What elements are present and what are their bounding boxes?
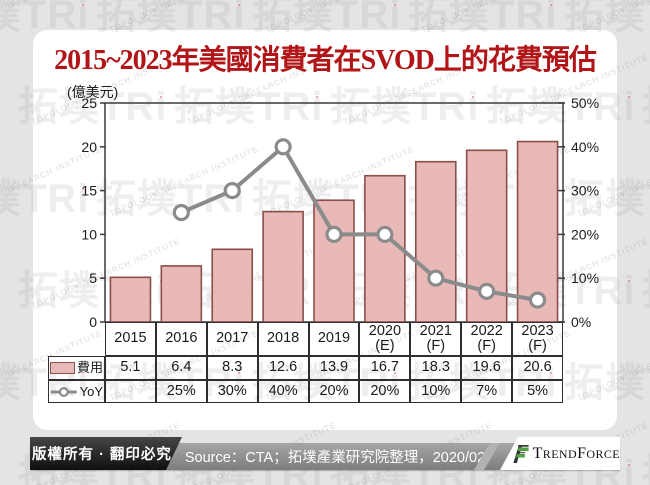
left-axis-unit-label: (億美元) [67,84,119,100]
bar-0 [109,276,152,323]
svg-text:0: 0 [89,314,97,330]
yoy-marker [478,282,496,300]
yoy-value-cell: 10% [410,380,462,403]
chart-content: 2015~2023年美國消費者在SVOD上的花費預估 (億美元) 0 5 10 15 2… [33,30,617,430]
svg-text:5: 5 [89,270,97,286]
cost-value-cell: 19.6 [461,356,513,380]
bar-5 [364,174,406,323]
svg-text:25: 25 [81,95,97,111]
year-cell: 2016 [155,322,207,356]
year-cell: 2019 [308,322,360,356]
yoy-marker [325,225,343,243]
legend-yoy: YoY [48,380,105,403]
bar-3 [262,210,304,323]
year-cell: 2022 (F) [461,322,513,356]
year-cell: 2015 [105,322,156,356]
cost-value-cell: 18.3 [410,356,462,380]
year-cell: 2018 [257,322,309,356]
cost-value-cell: 16.7 [359,356,411,380]
copyright-text: 版權所有 · 翻印必究 [32,447,172,463]
svg-text:30%: 30% [571,183,599,199]
year-cell: 2017 [206,322,258,356]
year-cell: 2020 (E) [359,322,411,356]
yoy-value-cell: 30% [206,380,258,403]
cost-value-cell: 13.9 [308,356,360,380]
source-text: Source：CTA；拓墣產業研究院整理，2020/02 [184,450,486,466]
cost-value-cell: 20.6 [512,356,563,380]
year-cell: 2023 (F) [512,322,563,356]
table-corner-spacer [48,322,105,356]
yoy-value-cell [105,380,156,403]
yoy-value-cell: 40% [257,380,309,403]
yoy-value-cell: 20% [359,380,411,403]
bar-4 [313,199,355,323]
bar-2 [211,248,254,323]
cost-value-cell: 8.3 [206,356,258,380]
yoy-marker [223,181,241,200]
svg-text:20%: 20% [571,226,599,242]
yoy-legend-marker [50,386,77,397]
svg-text:15: 15 [81,183,97,199]
yoy-marker [427,269,445,287]
trendforce-logo-text: TRENDFORCE [532,444,620,462]
cost-value-cell: 6.4 [155,356,207,380]
bar-6 [414,160,457,323]
legend-cost: 費用 [48,356,105,380]
svg-text:0%: 0% [571,314,591,330]
yoy-marker [376,225,394,243]
svg-text:10: 10 [81,226,97,242]
cost-value-cell: 12.6 [257,356,309,380]
cost-legend-swatch [50,362,75,374]
yoy-marker [528,291,547,309]
yoy-marker [172,203,190,222]
year-cell: 2021 (F) [410,322,462,356]
bar-1 [160,265,203,323]
cost-value-cell: 5.1 [105,356,156,380]
chart-data-table: 2015 2016 2017 2018 2019 2020 (E) 2021 (F) 2022 (F… [48,322,563,403]
yoy-value-cell: 20% [308,380,360,403]
svg-text:40%: 40% [571,139,599,155]
trendforce-logo-icon [513,444,529,463]
watermark-tile: 拓墣TRi▪TOPOLOGY RESEARCH INSTITUTE [642,442,650,485]
combo-chart-plot: 0 5 10 15 20 25 0% 10% 20% 30% 40% 50% [81,95,599,330]
yoy-value-cell: 25% [155,380,207,403]
yoy-value-cell: 5% [512,380,563,403]
svg-text:10%: 10% [571,270,599,286]
copyright-badge: 版權所有 · 翻印必究 [30,437,182,470]
trendforce-logo: TRENDFORCE [500,437,620,470]
watermark-tile: 拓墣TRi▪TOPOLOGY RESEARCH INSTITUTE [642,74,650,132]
svg-text:50%: 50% [571,95,599,111]
yoy-value-cell: 7% [461,380,513,403]
page-title: 2015~2023年美國消費者在SVOD上的花費預估 [54,45,597,76]
svg-text:20: 20 [81,139,97,155]
yoy-line [180,144,538,303]
yoy-marker [274,138,292,156]
watermark-tile: 拓墣TRi▪TOPOLOGY RESEARCH INSTITUTE [642,258,650,316]
footer-bar: 版權所有 · 翻印必究 Source：CTA；拓墣產業研究院整理，2020/02… [30,437,620,470]
